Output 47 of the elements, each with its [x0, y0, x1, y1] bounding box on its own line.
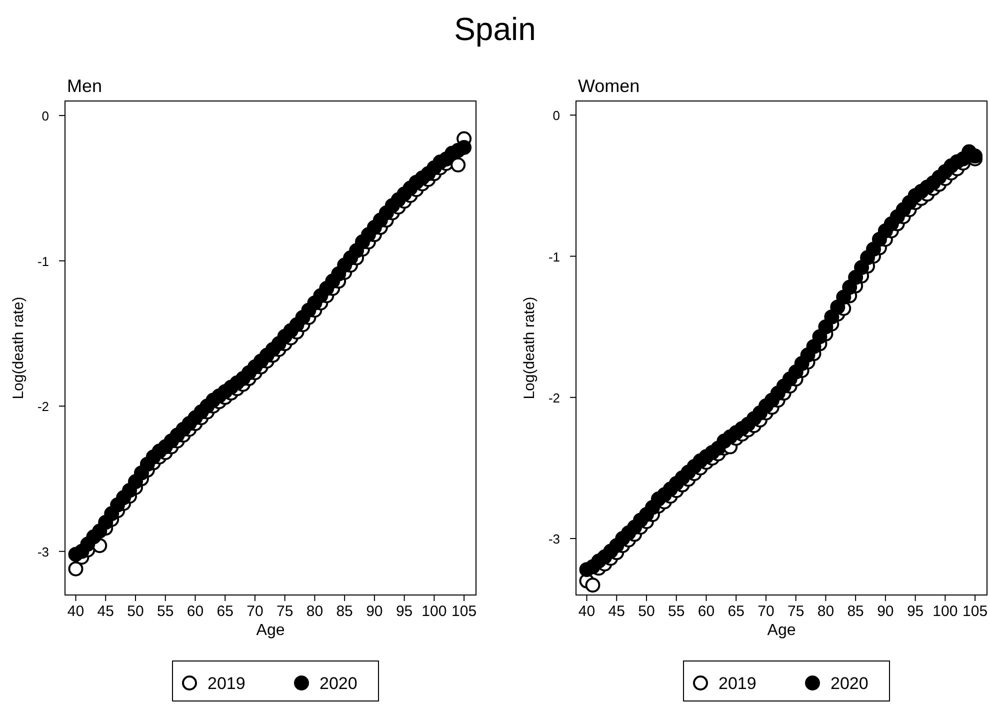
x-tick-label: 85 — [336, 603, 353, 620]
y-tick-label: -3 — [548, 532, 560, 547]
chart-subtitle: Women — [578, 76, 640, 96]
x-tick-label: 100 — [422, 603, 447, 620]
legend-label: 2019 — [718, 674, 756, 693]
x-tick-label: 55 — [157, 603, 174, 620]
y-tick-label: 0 — [42, 108, 49, 124]
x-tick-label: 70 — [246, 603, 264, 620]
x-axis-title: Age — [256, 622, 285, 639]
x-tick-label: 70 — [758, 603, 774, 620]
x-tick-label: 85 — [847, 603, 864, 620]
legend-label: 2020 — [830, 674, 868, 693]
legend-label: 2020 — [320, 674, 358, 693]
y-axis-title: Log(death rate) — [521, 296, 538, 400]
x-tick-label: 60 — [186, 603, 204, 620]
y-tick-label: 0 — [552, 108, 560, 124]
x-tick-label: 105 — [962, 603, 988, 620]
x-tick-label: 95 — [396, 603, 413, 620]
x-tick-label: 65 — [216, 603, 234, 620]
y-tick-label: -1 — [548, 249, 560, 264]
y-tick-label: -2 — [37, 399, 49, 414]
x-tick-label: 50 — [638, 603, 655, 620]
x-tick-label: 95 — [906, 603, 924, 620]
x-tick-label: 40 — [578, 603, 596, 620]
x-tick-label: 45 — [97, 603, 114, 620]
y-tick-label: -2 — [548, 390, 560, 406]
chart-title: Spain — [454, 11, 536, 47]
x-tick-label: 90 — [366, 603, 383, 620]
x-tick-label: 75 — [276, 603, 294, 620]
x-tick-label: 55 — [668, 603, 685, 620]
y-axis-title: Log(death rate) — [10, 296, 27, 400]
x-tick-label: 100 — [932, 603, 958, 620]
x-tick-label: 90 — [877, 603, 894, 620]
x-tick-label: 65 — [728, 603, 744, 620]
x-tick-label: 40 — [67, 603, 84, 620]
x-tick-label: 50 — [127, 603, 144, 620]
x-tick-label: 105 — [452, 603, 477, 620]
x-tick-label: 80 — [306, 603, 324, 620]
x-axis-title: Age — [767, 622, 796, 639]
y-tick-label: -3 — [37, 544, 49, 560]
legend-label: 2019 — [208, 674, 246, 693]
y-tick-label: -1 — [37, 254, 49, 269]
x-tick-label: 45 — [608, 603, 625, 620]
x-tick-label: 80 — [817, 603, 834, 620]
x-tick-label: 60 — [698, 603, 715, 620]
chart-subtitle: Men — [67, 76, 102, 96]
x-tick-label: 75 — [787, 603, 804, 620]
